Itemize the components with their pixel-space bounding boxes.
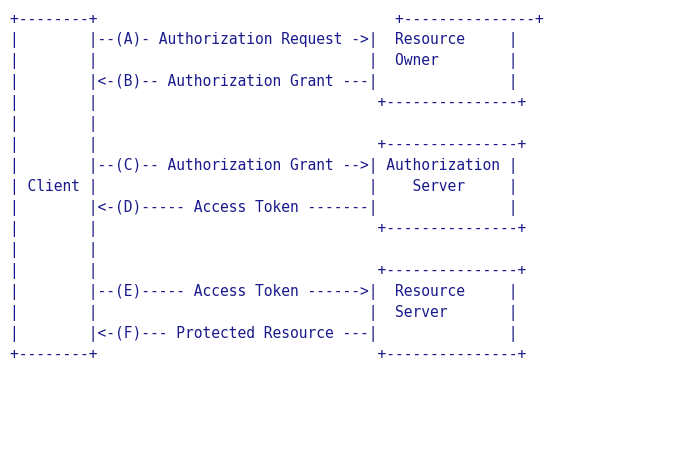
Text: +--------+                                  +---------------+
|        |--(A)- A: +--------+ +---------------+ | |--(A)- A	[10, 12, 544, 362]
